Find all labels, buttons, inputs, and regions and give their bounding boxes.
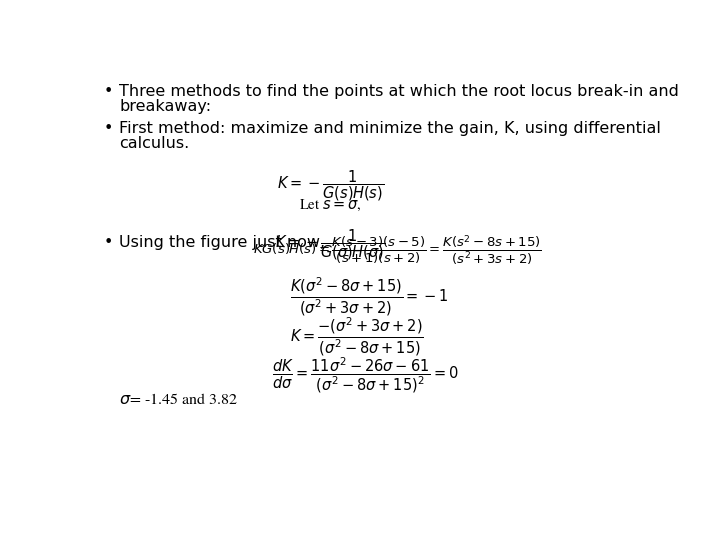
Text: $\dfrac{dK}{d\sigma} = \dfrac{11\sigma^2-26\sigma-61}{(\sigma^2-8\sigma+15)^2} =: $\dfrac{dK}{d\sigma} = \dfrac{11\sigma^2…: [271, 355, 459, 395]
Text: $\dfrac{K(\sigma^2-8\sigma+15)}{(\sigma^2+3\sigma+2)} = -1$: $\dfrac{K(\sigma^2-8\sigma+15)}{(\sigma^…: [289, 275, 449, 318]
Text: $KG(s)H(s) = \dfrac{K(s-3)(s-5)}{(s+1)(s+2)} = \dfrac{K(s^2-8s+15)}{(s^2+3s+2)}$: $KG(s)H(s) = \dfrac{K(s-3)(s-5)}{(s+1)(s…: [253, 233, 541, 267]
Text: Using the figure just now,: Using the figure just now,: [120, 235, 325, 250]
Text: •: •: [104, 235, 113, 250]
Text: breakaway:: breakaway:: [120, 99, 212, 114]
Text: First method: maximize and minimize the gain, K, using differential: First method: maximize and minimize the …: [120, 121, 662, 136]
Text: calculus.: calculus.: [120, 137, 189, 151]
Text: Let $s = \sigma$,: Let $s = \sigma$,: [299, 198, 361, 213]
Text: Three methods to find the points at which the root locus break-in and: Three methods to find the points at whic…: [120, 84, 680, 99]
Text: •: •: [104, 121, 113, 136]
Text: $\sigma$= -1.45 and 3.82: $\sigma$= -1.45 and 3.82: [120, 392, 238, 407]
Text: $K = -\dfrac{1}{G(\sigma)H(\sigma)}$: $K = -\dfrac{1}{G(\sigma)H(\sigma)}$: [275, 227, 385, 262]
Text: $K = -\dfrac{1}{G(s)H(s)}$: $K = -\dfrac{1}{G(s)H(s)}$: [276, 168, 384, 203]
Text: •: •: [104, 84, 113, 99]
Text: $K = \dfrac{-(\sigma^2+3\sigma+2)}{(\sigma^2-8\sigma+15)}$: $K = \dfrac{-(\sigma^2+3\sigma+2)}{(\sig…: [290, 315, 424, 358]
